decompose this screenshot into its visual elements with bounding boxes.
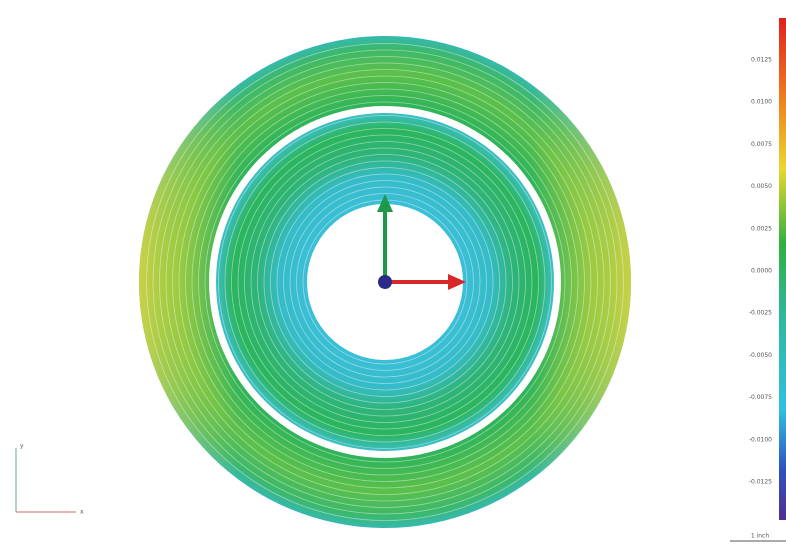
mesh-line bbox=[146, 43, 624, 521]
colorbar-label: -0.0100 bbox=[749, 436, 772, 443]
colorbar-label: 0.0075 bbox=[751, 141, 772, 148]
colorbar-label: -0.0025 bbox=[749, 310, 772, 317]
origin bbox=[378, 275, 392, 289]
mesh-line bbox=[289, 186, 481, 378]
colorbar-label: 0.0050 bbox=[751, 183, 772, 190]
scale-label: 1 inch bbox=[751, 533, 769, 540]
mesh-line bbox=[231, 128, 539, 436]
mesh-line bbox=[244, 141, 526, 423]
x-arrow-head bbox=[448, 274, 466, 290]
mesh-line bbox=[257, 154, 513, 410]
triad-y-label: y bbox=[20, 443, 24, 450]
mesh-line bbox=[218, 115, 552, 449]
colorbar-label: 0.0100 bbox=[751, 99, 772, 106]
colorbar bbox=[779, 18, 786, 520]
mesh bbox=[146, 43, 624, 521]
mesh-line bbox=[172, 69, 598, 495]
colorbar-label: 0.0125 bbox=[751, 57, 772, 64]
mesh-line bbox=[296, 193, 474, 371]
mesh-line bbox=[204, 101, 566, 463]
mesh-line bbox=[270, 167, 500, 397]
mesh-line bbox=[185, 82, 585, 482]
model bbox=[139, 36, 631, 528]
mesh-line bbox=[283, 180, 487, 384]
triad-x-label: x bbox=[80, 509, 84, 516]
colorbar-label: 0.0025 bbox=[751, 225, 772, 232]
colorbar-label: -0.0125 bbox=[749, 479, 772, 486]
mesh-line bbox=[178, 75, 592, 489]
mesh-line bbox=[159, 56, 611, 508]
colorbar-label: -0.0075 bbox=[749, 394, 772, 401]
mesh-line bbox=[263, 160, 507, 404]
mesh-line bbox=[191, 88, 579, 476]
y-arrow-head bbox=[377, 194, 393, 212]
triad: y x bbox=[15, 443, 84, 516]
mesh-line bbox=[276, 173, 494, 391]
colorbar-label: 0.0000 bbox=[751, 268, 772, 275]
mesh-line bbox=[224, 121, 546, 443]
mesh-line bbox=[198, 95, 572, 469]
colorbar-label: -0.0050 bbox=[749, 352, 772, 359]
colorbar-labels: 0.0125 0.0100 0.0075 0.0050 0.0025 0.0000 -0.0… bbox=[749, 57, 772, 486]
mesh-line bbox=[165, 62, 605, 502]
mesh-line bbox=[250, 147, 520, 417]
mesh-line bbox=[237, 134, 533, 430]
mesh-line bbox=[152, 49, 618, 515]
